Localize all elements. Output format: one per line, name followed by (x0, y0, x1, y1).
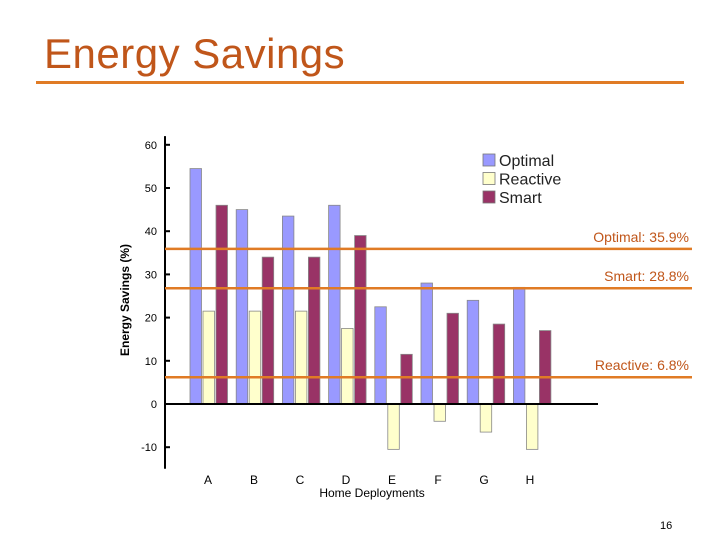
bar-group (189, 168, 552, 450)
page-number: 16 (660, 520, 673, 532)
bar-smart-c (307, 256, 321, 405)
bar-optimal-g (466, 299, 480, 405)
x-tick-label-f: F (434, 473, 441, 487)
reference-label-reactive: Reactive: 6.8% (595, 357, 689, 373)
x-tick-label-d: D (342, 473, 351, 487)
y-tick-label: 20 (145, 313, 157, 325)
legend-label-reactive: Reactive (499, 172, 561, 189)
bar-reactive-b (248, 310, 262, 405)
y-tick-label: 10 (145, 356, 157, 368)
bar-reactive-g (479, 403, 493, 433)
x-tick-label-c: C (296, 473, 305, 487)
x-tick-label-h: H (526, 473, 535, 487)
bar-optimal-h (513, 286, 526, 405)
bar-optimal-b (235, 209, 249, 405)
bar-optimal-a (189, 168, 202, 405)
legend-label-smart: Smart (499, 190, 542, 207)
slide-title: Energy Savings (44, 30, 346, 77)
bar-optimal-e (374, 306, 387, 405)
bar-reactive-f (433, 403, 446, 422)
legend-swatch-optimal (482, 153, 496, 167)
legend-label-optimal: Optimal (499, 153, 554, 170)
y-tick-label: 50 (145, 183, 157, 195)
y-axis: 60 50 40 30 20 10 0 -10 (141, 136, 170, 469)
bar-smart-b (261, 256, 275, 405)
y-axis-label: Energy Savings (%) (118, 244, 132, 356)
y-tick-label: 40 (145, 226, 157, 238)
x-axis-labels: A B C D E F G H (204, 473, 534, 487)
bar-reactive-a (202, 310, 215, 405)
bar-smart-f (446, 312, 459, 405)
y-tick-label: 60 (145, 140, 157, 152)
bar-optimal-c (281, 215, 295, 405)
legend-swatch-reactive (482, 172, 496, 185)
bar-smart-h (539, 330, 552, 405)
title-underline (36, 81, 684, 84)
reference-label-smart: Smart: 28.8% (604, 268, 689, 284)
y-tick-label: 0 (151, 399, 157, 411)
x-tick-label-b: B (250, 473, 258, 487)
bar-reactive-e (387, 403, 400, 450)
bar-reactive-d (341, 327, 354, 405)
bar-smart-d (354, 235, 367, 405)
bar-reactive-c (294, 310, 308, 405)
y-tick-label: -10 (141, 442, 157, 454)
x-axis-label: Home Deployments (319, 486, 424, 500)
x-tick-label-a: A (204, 473, 212, 487)
x-tick-label-e: E (388, 473, 396, 487)
bar-optimal-d (328, 204, 341, 405)
bar-optimal-f (420, 282, 433, 405)
bar-smart-g (492, 323, 506, 405)
legend-swatch-smart (482, 190, 496, 204)
reference-label-optimal: Optimal: 35.9% (593, 229, 689, 245)
bar-smart-e (400, 353, 413, 405)
bar-reactive-h (526, 403, 539, 450)
y-tick-label: 30 (145, 269, 157, 281)
x-tick-label-g: G (479, 473, 488, 487)
bar-smart-a (215, 204, 228, 405)
reference-lines: Optimal: 35.9% Smart: 28.8% Reactive: 6.8% (165, 229, 692, 379)
